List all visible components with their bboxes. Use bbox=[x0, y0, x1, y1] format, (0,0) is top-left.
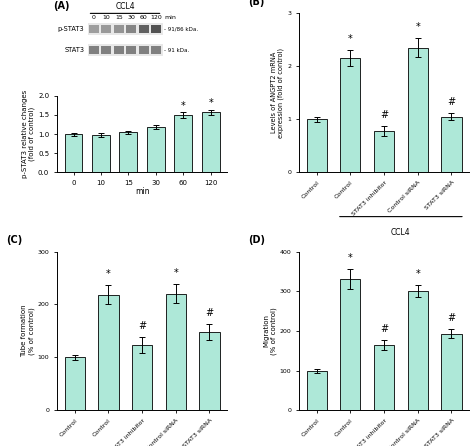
Text: 120: 120 bbox=[150, 15, 162, 20]
Y-axis label: Levels of ANGPT2 mRNA
expression (fold of control): Levels of ANGPT2 mRNA expression (fold o… bbox=[271, 48, 284, 138]
Bar bbox=[139, 46, 149, 54]
Text: STAT3: STAT3 bbox=[64, 47, 84, 53]
Bar bbox=[139, 25, 149, 33]
Bar bbox=[307, 371, 327, 410]
Bar bbox=[132, 345, 152, 410]
Bar bbox=[200, 332, 219, 410]
Bar bbox=[441, 334, 462, 410]
Text: #: # bbox=[447, 313, 456, 323]
Text: #: # bbox=[138, 321, 146, 331]
Text: (D): (D) bbox=[248, 235, 265, 245]
Bar bbox=[89, 46, 99, 54]
Text: *: * bbox=[208, 98, 213, 108]
Text: p-STAT3: p-STAT3 bbox=[57, 26, 84, 32]
Text: *: * bbox=[181, 101, 186, 111]
Bar bbox=[89, 25, 99, 33]
Bar bbox=[64, 134, 82, 172]
Text: *: * bbox=[415, 269, 420, 279]
Bar bbox=[114, 46, 124, 54]
Bar bbox=[202, 112, 219, 172]
Bar bbox=[340, 279, 361, 410]
Bar bbox=[151, 25, 161, 33]
Bar bbox=[374, 131, 394, 172]
Bar bbox=[151, 46, 161, 54]
Bar bbox=[114, 25, 124, 33]
Text: 30: 30 bbox=[128, 15, 135, 20]
Text: (A): (A) bbox=[54, 1, 70, 11]
Text: 15: 15 bbox=[115, 15, 123, 20]
Bar bbox=[101, 25, 111, 33]
Bar bbox=[88, 23, 163, 35]
Text: - 91 kDa.: - 91 kDa. bbox=[164, 48, 190, 53]
Bar bbox=[374, 345, 394, 410]
Bar bbox=[165, 294, 186, 410]
Bar bbox=[441, 116, 462, 172]
Text: - 91/86 kDa.: - 91/86 kDa. bbox=[164, 26, 198, 31]
Text: 0: 0 bbox=[92, 15, 96, 20]
Text: *: * bbox=[106, 269, 111, 279]
Text: (C): (C) bbox=[6, 235, 22, 245]
Text: *: * bbox=[173, 268, 178, 278]
Bar bbox=[408, 291, 428, 410]
Text: #: # bbox=[380, 110, 388, 120]
Bar bbox=[340, 58, 361, 172]
Bar bbox=[307, 119, 327, 172]
Bar bbox=[98, 295, 118, 410]
Bar bbox=[92, 135, 110, 172]
Bar bbox=[147, 127, 164, 172]
Text: CCL4: CCL4 bbox=[391, 228, 410, 237]
Text: min: min bbox=[164, 15, 176, 20]
Text: #: # bbox=[205, 308, 213, 318]
Bar bbox=[174, 116, 192, 172]
Text: *: * bbox=[348, 253, 353, 264]
Text: 10: 10 bbox=[102, 15, 110, 20]
Bar bbox=[127, 46, 136, 54]
Bar bbox=[88, 44, 163, 56]
Text: 60: 60 bbox=[140, 15, 148, 20]
Y-axis label: Tube formation
(% of control): Tube formation (% of control) bbox=[21, 305, 35, 357]
Y-axis label: Migration
(% of control): Migration (% of control) bbox=[263, 307, 277, 355]
Text: *: * bbox=[415, 22, 420, 32]
Bar bbox=[127, 25, 136, 33]
X-axis label: min: min bbox=[135, 187, 149, 196]
Text: *: * bbox=[348, 34, 353, 45]
Text: (B): (B) bbox=[248, 0, 264, 7]
Y-axis label: p-STAT3 relative changes
(fold of control): p-STAT3 relative changes (fold of contro… bbox=[22, 90, 35, 178]
Text: CCL4: CCL4 bbox=[115, 2, 135, 11]
Bar bbox=[119, 132, 137, 172]
Bar bbox=[101, 46, 111, 54]
Text: #: # bbox=[447, 97, 456, 107]
Bar bbox=[64, 357, 85, 410]
Text: #: # bbox=[380, 324, 388, 334]
Bar bbox=[408, 48, 428, 172]
